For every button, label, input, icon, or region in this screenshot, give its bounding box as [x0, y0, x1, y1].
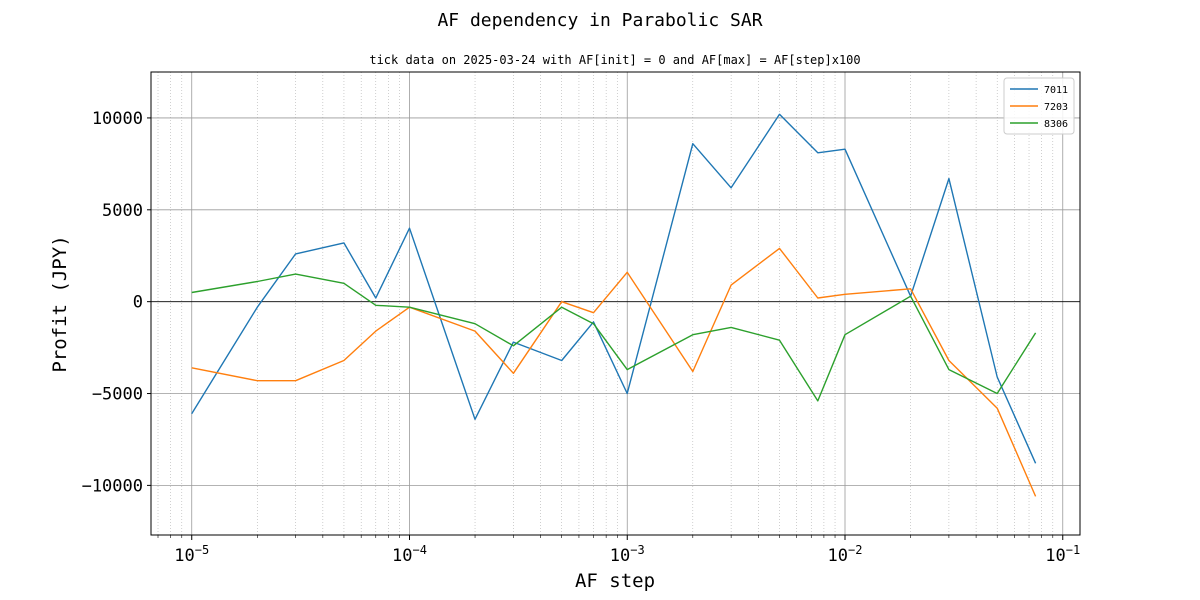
series-line-7011 — [191, 113, 1037, 464]
x-tick-label: 10−1 — [1045, 543, 1080, 566]
major-gridlines — [151, 72, 1080, 535]
chart-subtitle: tick data on 2025-03-24 with AF[init] = … — [369, 53, 860, 67]
legend-label-8306: 8306 — [1044, 119, 1068, 130]
x-axis-ticks: 10−5 10−4 10−3 10−2 10−1 — [174, 535, 1080, 566]
plot-area-frame — [150, 71, 1081, 536]
legend: 7011 7203 8306 — [1003, 77, 1075, 135]
chart-title: AF dependency in Parabolic SAR — [437, 10, 762, 31]
x-tick-label: 10−4 — [392, 543, 427, 566]
x-tick-label: 10−5 — [174, 543, 209, 566]
minor-gridlines — [157, 72, 1054, 538]
y-axis-label: Profit (JPY) — [49, 235, 71, 372]
legend-box — [1003, 77, 1075, 135]
y-tick-label: −5000 — [92, 385, 143, 405]
series-lines — [191, 113, 1037, 497]
y-tick-label: −10000 — [82, 476, 143, 496]
y-tick-label: 5000 — [102, 201, 143, 221]
legend-label-7203: 7203 — [1044, 102, 1068, 113]
x-tick-label: 10−3 — [610, 543, 645, 566]
y-tick-label: 10000 — [92, 109, 143, 129]
x-axis-label: AF step — [575, 570, 655, 592]
legend-label-7011: 7011 — [1044, 85, 1068, 96]
x-tick-label: 10−2 — [828, 543, 863, 566]
y-tick-label: 0 — [133, 293, 143, 313]
series-line-7203 — [191, 247, 1037, 497]
y-axis-ticks: −10000 −5000 0 5000 10000 — [82, 109, 151, 496]
series-line-8306 — [191, 273, 1037, 402]
